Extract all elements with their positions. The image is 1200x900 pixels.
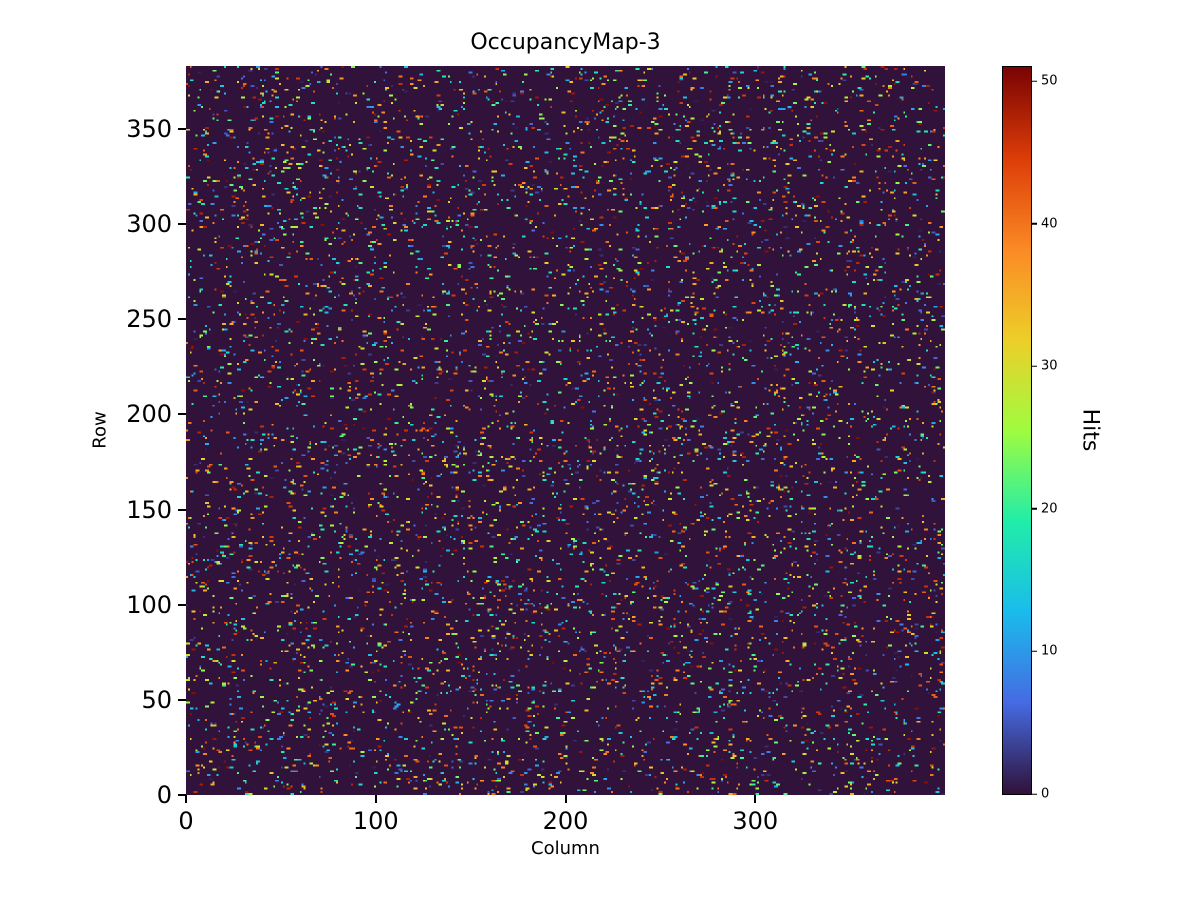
x-tick-mark [374, 795, 377, 803]
x-tick-mark [185, 795, 187, 803]
y-tick-label: 350 [126, 114, 172, 143]
x-tick-label: 300 [732, 807, 779, 835]
x-tick-mark [754, 795, 757, 803]
y-tick-label: 200 [126, 400, 172, 429]
x-tick-label: 200 [542, 807, 589, 835]
chart-title: OccupancyMap-3 [470, 30, 661, 55]
y-tick-label: 300 [126, 209, 172, 238]
colorbar-tick-label: 0 [1041, 786, 1050, 802]
colorbar-tick-mark [1031, 223, 1037, 225]
y-tick-mark [178, 508, 186, 511]
y-tick-mark [178, 603, 186, 606]
colorbar-tick-mark [1031, 650, 1037, 653]
colorbar-tick-label: 50 [1041, 73, 1058, 89]
x-tick-label: 0 [178, 807, 194, 835]
colorbar-tick-mark [1031, 793, 1037, 795]
colorbar-tick-mark [1031, 508, 1037, 510]
y-tick-label: 250 [126, 305, 172, 334]
y-tick-label: 50 [141, 685, 172, 714]
colorbar-tick-label: 30 [1041, 358, 1058, 374]
heatmap-plot-area: 0 100 200 300 0 50 100 150 200 250 300 350 [126, 66, 945, 835]
x-axis-label: Column [531, 838, 600, 859]
colorbar-label: Hits [1077, 408, 1103, 452]
y-axis-label: Row [89, 411, 111, 449]
y-tick-mark [178, 698, 186, 701]
colorbar-tick-label: 10 [1041, 643, 1058, 659]
x-tick-mark [564, 795, 567, 803]
colorbar: 0 10 20 30 40 50 [1002, 66, 1058, 802]
colorbar-tick-label: 20 [1041, 501, 1058, 517]
y-tick-mark [178, 413, 186, 416]
colorbar-tick-mark [1031, 365, 1037, 368]
y-tick-mark [178, 318, 186, 321]
colorbar-gradient [1003, 67, 1031, 794]
y-tick-label: 100 [126, 590, 172, 619]
y-tick-mark [178, 222, 186, 225]
x-tick-label: 100 [352, 807, 399, 835]
y-tick-mark [178, 127, 186, 130]
colorbar-tick-mark [1031, 80, 1037, 83]
y-tick-label: 0 [156, 781, 172, 809]
heatmap-canvas [186, 66, 945, 795]
colorbar-tick-label: 40 [1041, 216, 1058, 232]
y-tick-mark [178, 794, 186, 796]
y-tick-label: 150 [126, 495, 172, 524]
